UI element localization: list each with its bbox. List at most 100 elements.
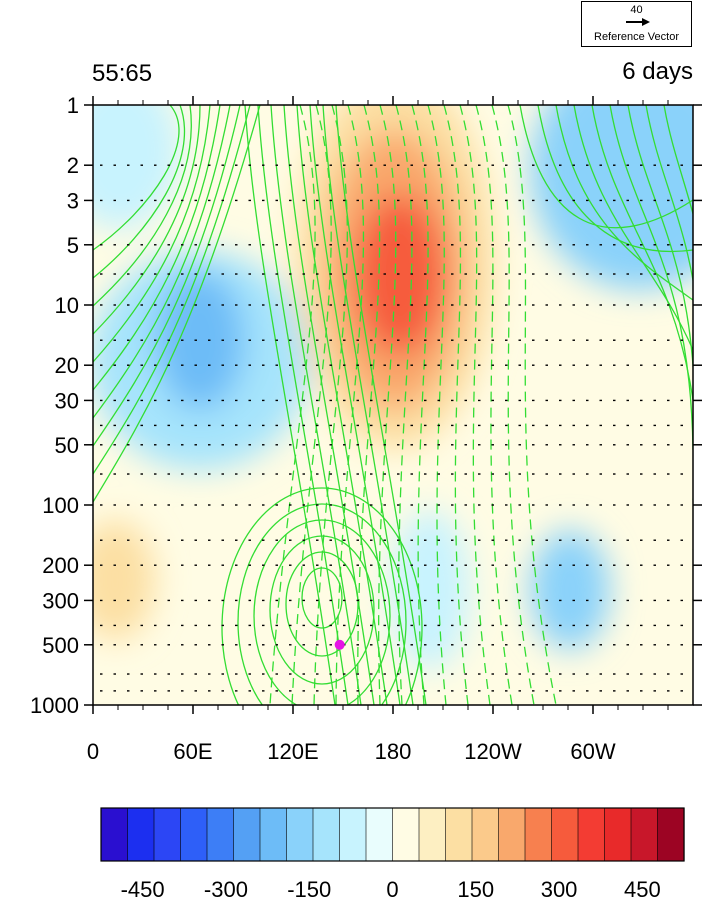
colorbar-label: -300 [204, 877, 248, 898]
line-contours [93, 105, 693, 705]
contour-closed [269, 535, 375, 685]
contour-solid [93, 105, 241, 447]
colorbar-swatch [180, 807, 208, 862]
colorbar-label: 450 [624, 877, 661, 898]
anomaly-blue-right-top [530, 105, 693, 290]
colorbar-swatch [365, 807, 394, 862]
y-tick-label: 30 [55, 388, 79, 413]
contour-solid [93, 105, 221, 391]
contour-solid [537, 105, 693, 253]
colorbar-swatch [657, 807, 685, 862]
contour-solid [591, 105, 693, 401]
x-tick-label: 60W [570, 739, 615, 764]
y-tick-label: 10 [55, 293, 79, 318]
contour-closed [237, 503, 407, 705]
colorbar-swatch [418, 807, 447, 862]
y-tick-label: 200 [42, 553, 79, 578]
contour-dashed [475, 105, 513, 705]
contour-solid [296, 105, 388, 705]
contour-dashed [427, 105, 447, 705]
reference-vector-box: 40 Reference Vector [581, 1, 692, 47]
contour-dashed [291, 105, 332, 705]
colorbar-swatch [604, 807, 632, 862]
y-tick-label: 100 [42, 493, 79, 518]
colorbar-swatch [100, 807, 129, 862]
y-tick-label: 500 [42, 633, 79, 658]
contour-solid [309, 105, 401, 705]
chart-title-left: 55:65 [92, 60, 153, 87]
contour-solid [93, 105, 211, 363]
y-tick-label: 300 [42, 588, 79, 613]
contour-solid [627, 105, 693, 500]
x-tick-label: 0 [87, 739, 99, 764]
contour-dashed [313, 105, 348, 705]
x-tick-label: 120E [267, 739, 318, 764]
y-tick-label: 3 [67, 188, 79, 213]
colorbar-swatch [577, 807, 606, 862]
colorbar-label: -450 [121, 877, 165, 898]
colorbar-swatch [498, 807, 526, 862]
wind-vectors [100, 164, 683, 692]
contour-closed [301, 567, 343, 629]
colorbar-label: 300 [541, 877, 578, 898]
plot-area [93, 105, 693, 705]
reference-vector-label: Reference Vector [594, 31, 679, 43]
x-tick-label: 120W [464, 739, 522, 764]
colorbar-swatch [312, 807, 341, 862]
contour-solid [93, 105, 231, 419]
location-marker [334, 639, 345, 650]
anomaly-blue-left-top [93, 105, 180, 230]
contour-solid [519, 105, 693, 229]
colorbar-swatch [153, 807, 182, 862]
colorbar-swatch [392, 807, 420, 862]
colorbar-frame [100, 807, 685, 862]
x-axis: 0 60E 120E 180 120W 60W [87, 96, 669, 764]
contour-dashed [395, 105, 413, 705]
contour-solid [93, 105, 261, 503]
contour-solid [93, 105, 186, 279]
anomaly-blue-center-low [390, 510, 470, 670]
contour-solid [555, 105, 693, 301]
contour-solid [93, 105, 201, 335]
contour-dashed [491, 105, 535, 705]
colorbar-swatch [471, 807, 500, 862]
y-tick-label: 5 [67, 233, 79, 258]
reference-vector-magnitude: 40 [630, 4, 643, 16]
colorbar-swatch [551, 807, 579, 862]
contour-dashed [443, 105, 469, 705]
reference-arrow-icon [626, 18, 650, 26]
contour-dashed [357, 105, 381, 705]
contour-solid [609, 105, 693, 451]
colorbar-swatch [524, 807, 553, 862]
colorbar-swatch [259, 807, 288, 862]
contour-solid [93, 105, 251, 475]
anomaly-red-inner [355, 195, 445, 355]
colorbar-label: 150 [457, 877, 494, 898]
y-tick-label: 50 [55, 433, 79, 458]
y-tick-label: 1 [67, 93, 79, 118]
colorbar-swatch [445, 807, 473, 862]
contour-dashed [378, 105, 397, 705]
contour-solid [93, 105, 192, 307]
chart-title-right: 6 days [622, 58, 693, 85]
colorbar-swatch [630, 807, 659, 862]
contour-dashed [411, 105, 429, 705]
contour-dashed [507, 105, 557, 705]
contour-solid [573, 105, 693, 351]
contour-solid [93, 105, 180, 251]
colorbar: -450 -300 -150 0 150 300 450 [100, 807, 685, 898]
y-tick-label: 2 [67, 153, 79, 178]
y-tick-label: 20 [55, 353, 79, 378]
anomaly-blue-right-low [530, 530, 610, 650]
contour-closed [221, 487, 423, 705]
colorbar-swatch [339, 807, 367, 862]
y-axis: 1 2 3 5 10 20 30 50 100 200 300 500 1000 [30, 93, 702, 718]
colorbar-label: 0 [386, 877, 398, 898]
anomaly-orange-left-low [93, 520, 155, 640]
colorbar-label: -150 [287, 877, 331, 898]
x-tick-label: 60E [173, 739, 212, 764]
colorbar-swatch [233, 807, 261, 862]
colorbar-swatch [206, 807, 235, 862]
contour-closed [253, 519, 391, 705]
